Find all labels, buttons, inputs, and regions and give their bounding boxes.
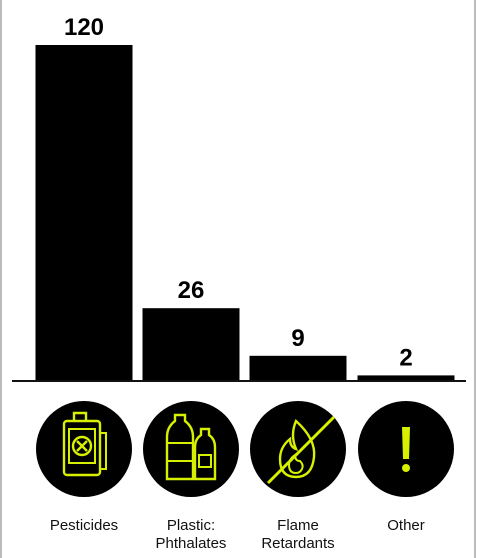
category-label-3-line-1: Flame	[277, 517, 319, 534]
bars-group	[35, 45, 455, 381]
category-label-3-line-2: Retardants	[261, 535, 334, 552]
value-label-1: 120	[64, 14, 104, 41]
plastic-bottles-icon	[143, 401, 239, 497]
bar-1	[35, 45, 133, 381]
category-label-4: Other	[387, 517, 425, 534]
bar-2	[142, 308, 240, 381]
bar-4	[357, 375, 455, 381]
value-label-2: 26	[178, 277, 205, 304]
no-flame-icon	[250, 401, 346, 497]
category-label-1: Pesticides	[50, 517, 118, 534]
bar-3	[249, 355, 347, 381]
category-label-2-line-1: Plastic:	[167, 517, 215, 534]
value-label-3: 9	[291, 325, 304, 352]
category-labels-group: Pesticides Plastic:Phthalates FlameRetarda…	[50, 517, 425, 552]
value-label-4: 2	[399, 344, 412, 371]
pesticide-canister-icon	[36, 401, 132, 497]
value-labels-group: 120 26 9 2	[64, 14, 413, 371]
exclamation-icon	[358, 401, 454, 497]
category-label-2-line-2: Phthalates	[156, 535, 227, 552]
